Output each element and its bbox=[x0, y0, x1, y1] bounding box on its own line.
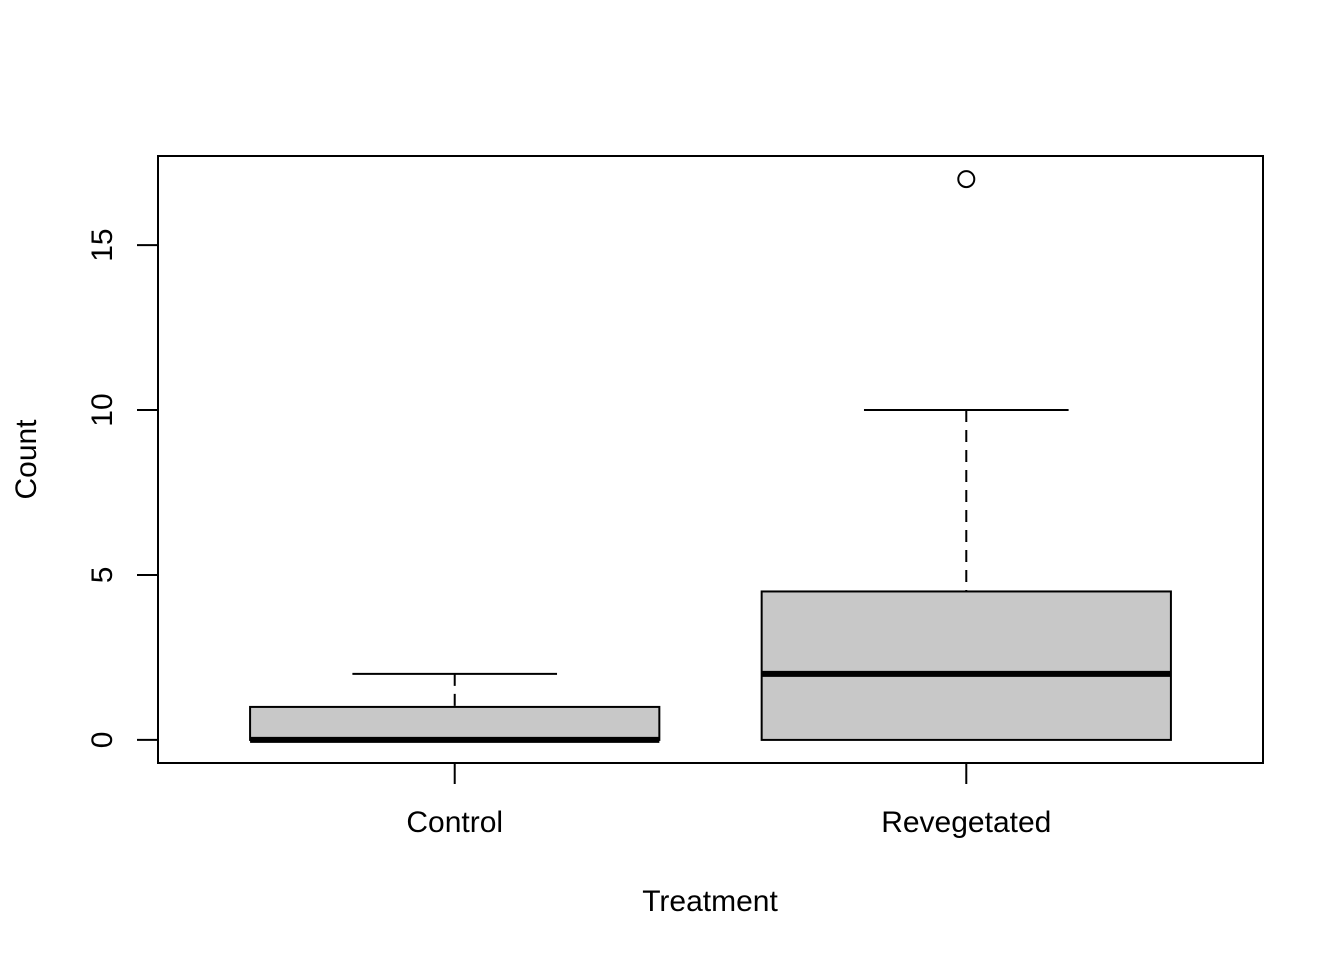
x-tick-label-control: Control bbox=[406, 806, 503, 839]
box-revegetated bbox=[760, 590, 1172, 741]
y-tick-label: 10 bbox=[86, 393, 119, 426]
y-axis-title: Count bbox=[10, 419, 43, 500]
boxplot-group-control bbox=[249, 672, 661, 743]
boxes bbox=[249, 170, 1172, 743]
y-tick-label: 5 bbox=[86, 567, 119, 584]
x-axis: Control Revegetated bbox=[406, 763, 1051, 839]
boxplot-group-revegetated bbox=[760, 170, 1172, 741]
x-tick-label-revegetated: Revegetated bbox=[881, 806, 1051, 839]
plot-border bbox=[157, 155, 1264, 764]
x-axis-title: Treatment bbox=[642, 885, 778, 918]
box-control bbox=[249, 705, 661, 741]
y-tick-label: 15 bbox=[86, 228, 119, 261]
y-tick-label: 0 bbox=[86, 732, 119, 749]
y-axis: 0 5 10 15 bbox=[86, 228, 158, 748]
outlier-point-revegetated bbox=[957, 170, 976, 189]
